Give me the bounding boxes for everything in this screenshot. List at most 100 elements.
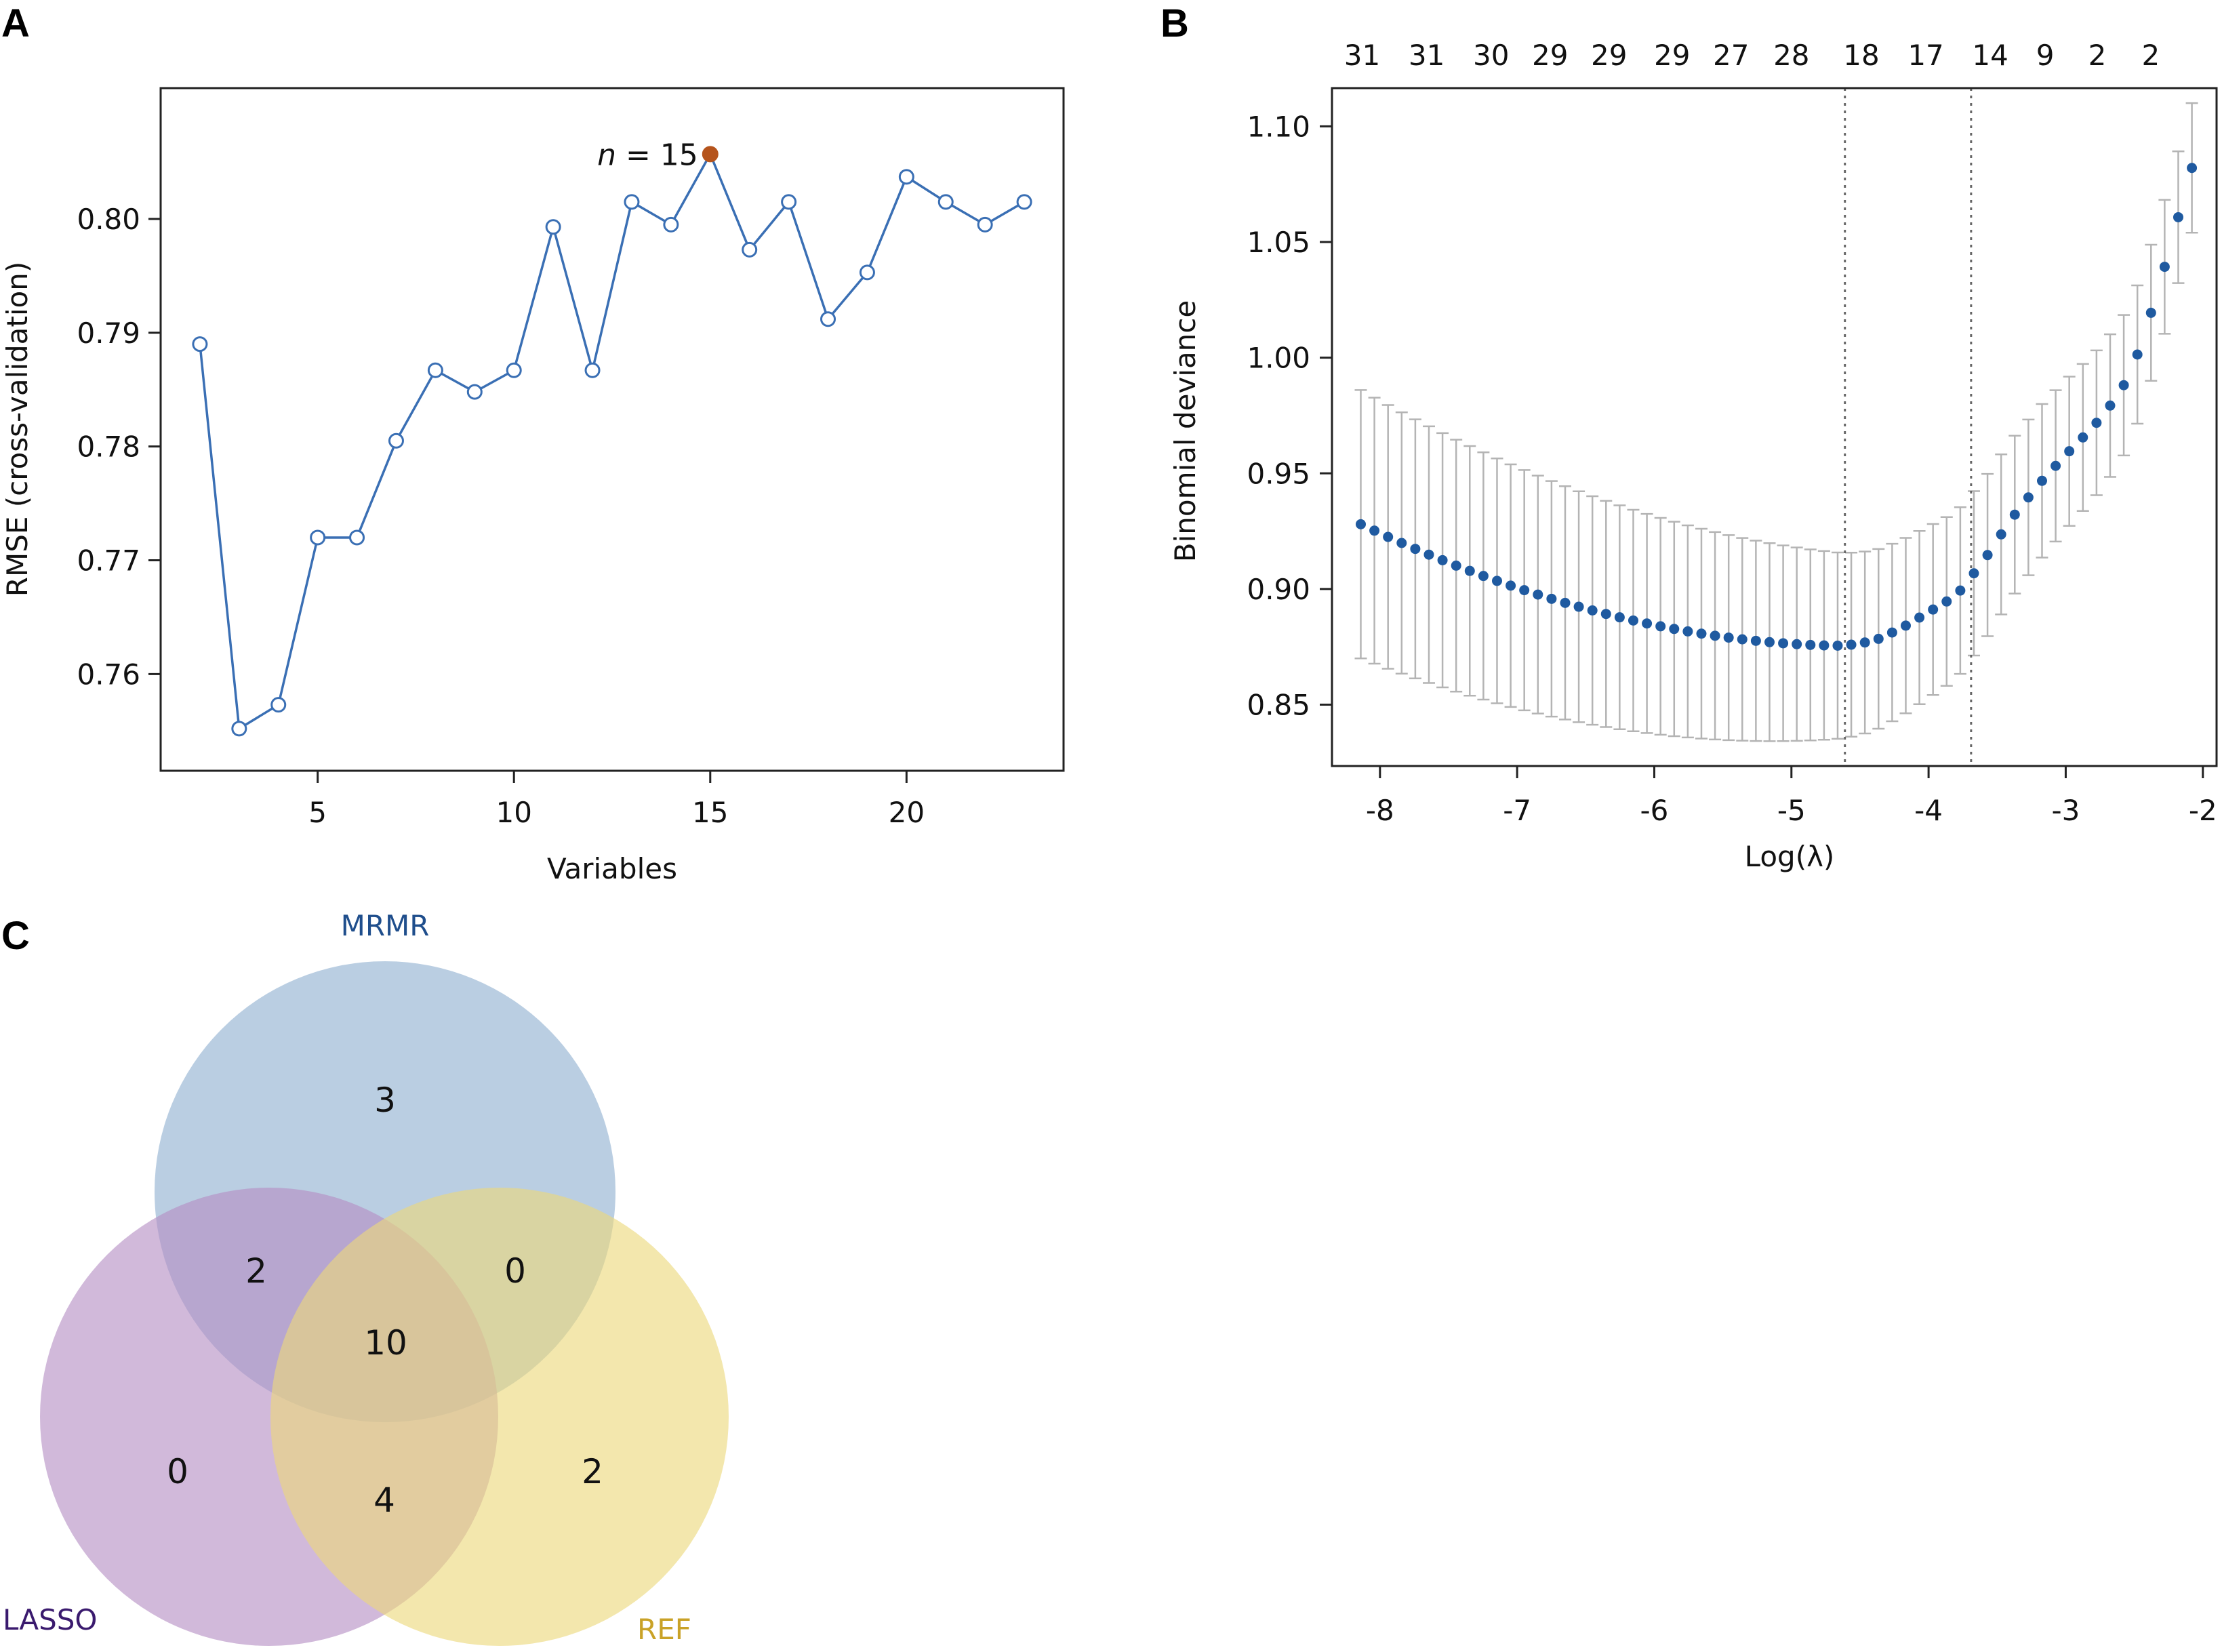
rmse-point [270,697,287,713]
panel-c-venn-diagram: MRMR LASSO REF 3 2 0 10 0 4 2 [3,909,729,1646]
panel-b-lambda-lines [1844,88,1973,766]
rmse-point [859,264,875,281]
top-axis-count-label: 30 [1473,39,1509,72]
deviance-point [1778,638,1789,649]
deviance-point [2187,163,2198,174]
rmse-point [937,194,954,210]
deviance-point [1546,593,1557,604]
panel-b-letter: B [1160,1,1189,45]
panel-b-y-axis-label: Binomial deviance [1169,300,1202,562]
deviance-point [1968,568,1979,579]
panel-a-line-chart: 5 10 15 20 0.76 0.77 0.78 0.79 0.80 Variables R… [1,87,1065,885]
panel-b-deviance-points [1355,163,2198,651]
deviance-point [1628,615,1638,626]
rmse-point [388,432,404,449]
panel-a-points [192,146,1032,737]
y-tick-label: 0.95 [1247,457,1310,490]
deviance-point [1642,618,1653,629]
deviance-point [2091,418,2102,428]
top-axis-count-label: 2 [2142,39,2160,72]
y-tick-label: 0.90 [1247,573,1310,606]
venn-circle-ref [270,1188,729,1646]
x-tick-label: -4 [1914,794,1943,827]
rmse-point [231,721,247,737]
rmse-point [742,241,758,258]
deviance-point [1982,550,1993,561]
panel-a-y-axis-label: RMSE (cross-validation) [1,262,34,597]
top-axis-count-label: 17 [1907,39,1943,72]
top-axis-count-label: 2 [2088,39,2107,72]
venn-count-ref-only: 2 [582,1452,603,1491]
deviance-point [1423,549,1434,560]
deviance-point [2078,432,2088,443]
deviance-point [1710,630,1720,641]
rmse-point [663,216,679,233]
annotation-n-symbol: n [597,138,616,172]
deviance-point [1383,531,1394,542]
rmse-point [977,216,993,233]
venn-label-lasso: LASSO [3,1603,97,1636]
deviance-point [1723,632,1734,643]
x-tick-label: -8 [1366,794,1394,827]
panel-a-letter: A [1,1,30,45]
rmse-point [1016,194,1032,210]
deviance-point [2105,400,2116,411]
rmse-point [192,336,208,352]
deviance-point [1506,580,1516,591]
x-tick-label: -6 [1640,794,1669,827]
deviance-point [2064,446,2075,457]
x-tick-label: 5 [308,796,327,829]
deviance-point [2051,460,2061,471]
deviance-point [1750,635,1761,646]
deviance-point [1955,585,1966,596]
deviance-point [2173,211,2183,222]
deviance-point [1437,555,1448,565]
y-tick-label: 0.76 [77,658,140,691]
deviance-point [1859,637,1870,648]
venn-count-mrmr-lasso: 2 [245,1251,267,1291]
panel-b-x-axis-label: Log(λ) [1745,840,1835,873]
top-axis-count-label: 29 [1591,39,1627,72]
panel-a-plot-frame [159,87,1065,772]
panel-c-letter: C [1,914,30,958]
panel-b-top-axis-counts: 31 31 30 29 29 29 27 28 18 17 14 9 2 2 [1344,39,2160,72]
deviance-point [1491,576,1502,586]
top-axis-count-label: 18 [1843,39,1879,72]
top-axis-count-label: 29 [1532,39,1568,72]
rmse-point [898,169,914,185]
deviance-point [1573,601,1584,612]
deviance-point [2009,509,2020,520]
venn-count-lasso-ref: 4 [373,1480,395,1520]
panel-b-y-ticks: 0.85 0.90 0.95 1.00 1.05 1.10 [1247,110,1332,722]
rmse-point [624,194,640,210]
x-tick-label: 10 [496,796,531,829]
deviance-point [1914,612,1925,623]
panel-a-optimal-n-annotation: n = 15 [597,138,698,172]
deviance-point [1669,624,1680,634]
deviance-point [1355,519,1366,529]
panel-b-error-bars [1354,102,2198,742]
y-tick-label: 0.80 [77,203,140,236]
venn-count-mrmr-only: 3 [374,1081,396,1120]
y-tick-label: 0.85 [1247,689,1310,722]
x-tick-label: -7 [1503,794,1531,827]
deviance-point [2023,492,2034,503]
optimal-point [702,146,719,163]
top-axis-count-label: 14 [1972,39,2008,72]
rmse-point [584,362,601,378]
y-tick-label: 1.05 [1247,226,1310,259]
x-tick-label: 15 [692,796,728,829]
rmse-point [349,529,365,546]
top-axis-count-label: 31 [1409,39,1445,72]
y-tick-label: 0.78 [77,430,140,464]
deviance-point [1996,529,2006,540]
venn-label-mrmr: MRMR [341,909,430,942]
x-tick-label: -3 [2051,794,2080,827]
deviance-point [1941,596,1952,607]
rmse-point [427,362,443,378]
venn-count-mrmr-ref: 0 [504,1251,526,1291]
panel-a-rmse-line [199,151,1025,731]
x-tick-label: 20 [889,796,925,829]
deviance-point [1737,634,1748,645]
deviance-point [1900,620,1911,631]
